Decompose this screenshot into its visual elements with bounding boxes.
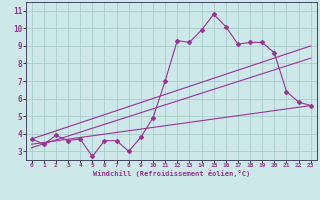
X-axis label: Windchill (Refroidissement éolien,°C): Windchill (Refroidissement éolien,°C) xyxy=(92,170,250,177)
